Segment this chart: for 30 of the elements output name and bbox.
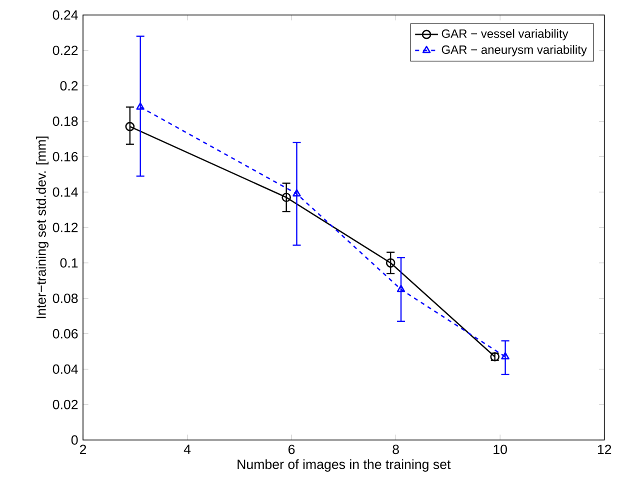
y-tick-label: 0.12 xyxy=(52,222,78,232)
y-tick-label: 0.24 xyxy=(52,10,78,20)
x-axis-title: Number of images in the training set xyxy=(238,459,451,472)
point xyxy=(136,102,144,110)
y-tick-label: 0.18 xyxy=(52,116,78,126)
y-tick-label: 0 xyxy=(71,435,78,445)
point xyxy=(292,189,301,197)
point xyxy=(125,122,135,132)
point xyxy=(386,258,396,268)
x-tick-label: 6 xyxy=(288,444,295,454)
y-axis-title: Inter−training set std.dev. [mm] xyxy=(36,136,49,318)
y-tick-label: 0.1 xyxy=(60,258,78,268)
point xyxy=(396,284,406,292)
y-tick-label: 0.04 xyxy=(52,364,78,374)
y-tick-label: 0.16 xyxy=(52,152,78,162)
x-tick-label: 2 xyxy=(80,444,86,454)
y-tick-label: 0.02 xyxy=(52,400,78,410)
point xyxy=(501,352,510,360)
y-tick-label: 0.06 xyxy=(52,329,78,338)
x-tick-label: 8 xyxy=(392,444,399,454)
y-tick-label: 0.14 xyxy=(52,187,78,197)
y-tick-label: 0.22 xyxy=(52,46,78,56)
y-tick-label: 0.2 xyxy=(60,81,78,91)
y-tick-label: 0.08 xyxy=(52,294,78,304)
legend-label: GAR − aneurysm variability xyxy=(442,45,587,56)
point xyxy=(282,192,291,202)
x-tick-label: 12 xyxy=(598,444,612,454)
legend-label: GAR − vessel variability xyxy=(442,29,568,40)
x-tick-label: 4 xyxy=(184,444,191,454)
x-tick-label: 10 xyxy=(494,444,507,454)
